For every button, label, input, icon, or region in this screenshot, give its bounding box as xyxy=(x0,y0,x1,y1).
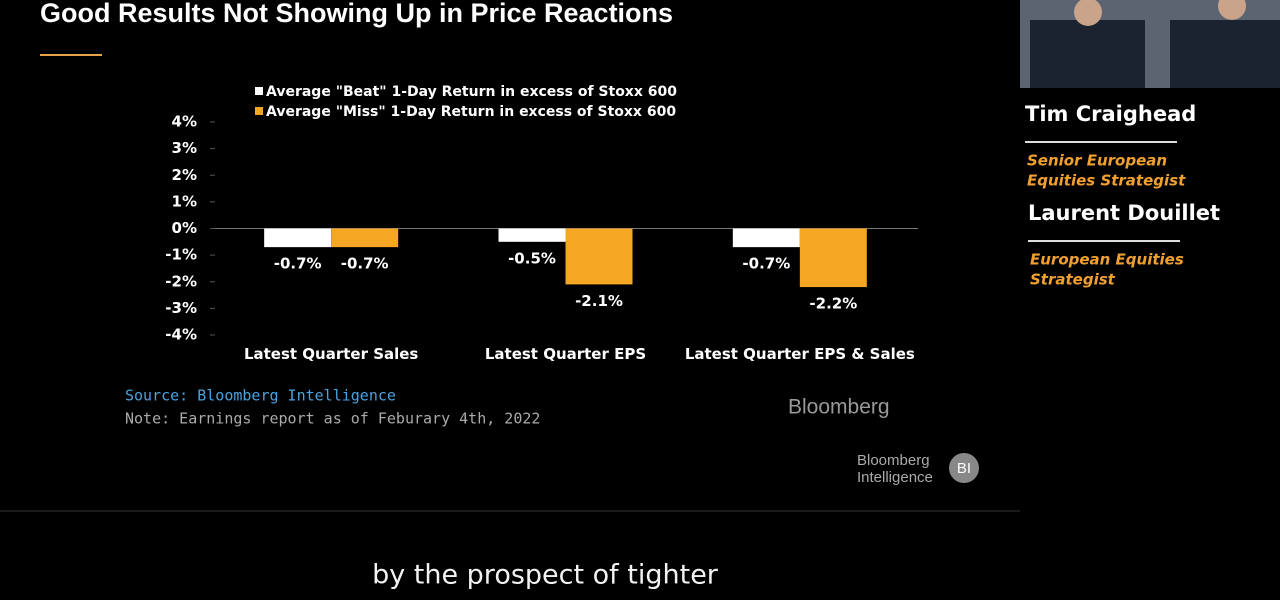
y-tick-label: -4% xyxy=(165,326,197,344)
y-tick-label: 3% xyxy=(172,139,197,157)
brand-line: Bloomberg xyxy=(857,452,930,469)
y-tick-label: 1% xyxy=(172,192,197,210)
speaker-head xyxy=(1074,0,1102,26)
legend-swatch xyxy=(255,87,263,95)
x-tick-label: Latest Quarter EPS & Sales xyxy=(684,345,915,363)
speaker-role: Equities Strategist xyxy=(1027,172,1186,190)
legend-label: Average "Beat" 1-Day Return in excess of… xyxy=(266,84,677,100)
brand-badge xyxy=(949,453,979,483)
speaker-name: Tim Craighead xyxy=(1025,102,1196,126)
bar xyxy=(331,228,399,248)
value-label: -0.5% xyxy=(508,249,556,267)
x-tick-label: Latest Quarter EPS xyxy=(484,345,647,363)
bar xyxy=(498,228,566,242)
legend-swatch xyxy=(255,107,263,115)
speaker-figure xyxy=(1170,20,1280,88)
brand-line: Intelligence xyxy=(857,469,933,486)
bar xyxy=(799,228,867,288)
y-tick-label: -1% xyxy=(165,246,197,264)
value-label: -0.7% xyxy=(274,255,322,273)
speaker-name: Laurent Douillet xyxy=(1028,201,1220,225)
y-tick-label: -2% xyxy=(165,272,197,290)
y-tick-label: 4% xyxy=(172,113,197,131)
note: Note: Earnings report as of Feburary 4th… xyxy=(125,410,540,428)
y-tick-label: -3% xyxy=(165,299,197,317)
speaker-figure xyxy=(1030,20,1145,88)
value-label: -0.7% xyxy=(742,255,790,273)
title: Good Results Not Showing Up in Price Rea… xyxy=(40,0,673,28)
speaker-role: European Equities xyxy=(1030,251,1184,269)
bar xyxy=(565,228,633,285)
y-tick-label: 0% xyxy=(172,219,197,237)
speaker-role: Senior European xyxy=(1027,152,1167,170)
value-label: -0.7% xyxy=(341,255,389,273)
brand-badge-text: BI xyxy=(957,460,971,477)
speaker-head xyxy=(1218,0,1246,20)
y-tick-label: 2% xyxy=(172,166,197,184)
legend-label: Average "Miss" 1-Day Return in excess of… xyxy=(266,104,676,120)
value-label: -2.2% xyxy=(809,295,857,313)
speaker-role: Strategist xyxy=(1030,271,1116,289)
bar xyxy=(264,228,332,248)
logo: Bloomberg xyxy=(788,396,890,419)
caption: by the prospect of tighter xyxy=(372,560,719,591)
x-tick-label: Latest Quarter Sales xyxy=(243,345,419,363)
bar xyxy=(732,228,800,248)
value-label: -2.1% xyxy=(575,292,623,310)
source: Source: Bloomberg Intelligence xyxy=(125,387,396,405)
